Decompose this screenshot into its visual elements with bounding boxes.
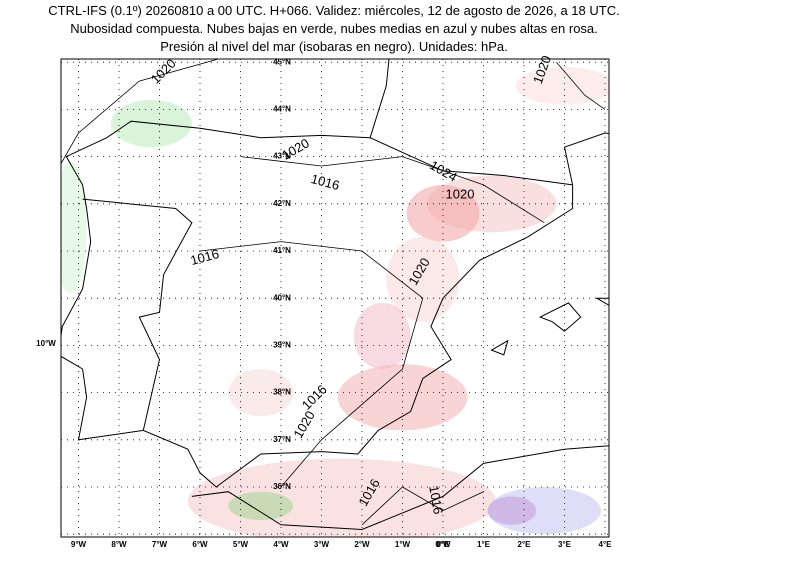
- island: [490, 339, 509, 356]
- border: [82, 198, 193, 431]
- coastline: [191, 445, 609, 531]
- map-content: [61, 59, 609, 537]
- isobar-label: 1016: [426, 484, 446, 515]
- cloud-area: [386, 236, 460, 322]
- border: [369, 137, 573, 186]
- lon-label: 4°E: [599, 540, 613, 549]
- lon-label: 2°E: [518, 540, 532, 549]
- cloud-area: [228, 369, 294, 417]
- island: [538, 302, 582, 332]
- map-frame: [60, 58, 610, 538]
- lon-label: 8°W: [111, 540, 127, 549]
- isobar: [61, 59, 220, 165]
- coastline: [61, 59, 609, 488]
- lat-label: 42°N: [273, 199, 291, 208]
- isobar-label: 1016: [189, 246, 221, 268]
- lon-label: 3°W: [314, 540, 330, 549]
- cloud-area: [487, 496, 537, 525]
- isobar-label: 1020: [446, 186, 475, 201]
- lon-label: 5°W: [233, 540, 249, 549]
- isobar: [361, 486, 484, 526]
- lat-label: 36°N: [273, 482, 291, 491]
- lat-label: 43°N: [273, 152, 291, 161]
- lon-label: 10°W: [36, 339, 56, 348]
- header-line: Presión al nivel del mar (isobaras en ne…: [160, 39, 508, 54]
- isobar-label: 1016: [299, 382, 330, 413]
- isobar: [240, 156, 545, 224]
- lat-label: 39°N: [273, 341, 291, 350]
- cloud-area: [337, 364, 468, 431]
- header-line: CTRL-IFS (0.1º) 20260810 a 00 UTC. H+066…: [48, 3, 619, 18]
- lon-label: 1°E: [477, 540, 491, 549]
- lat-label: 40°N: [273, 293, 291, 302]
- lat-label: 38°N: [273, 388, 291, 397]
- lat-label: 44°N: [273, 105, 291, 114]
- isobar-label: 1020: [290, 408, 317, 441]
- cloud-area: [353, 302, 411, 369]
- lon-label: 7°W: [152, 540, 168, 549]
- lon-label: 0°E: [437, 540, 451, 549]
- isobar: [199, 241, 424, 488]
- lat-label: 37°N: [273, 435, 291, 444]
- lon-label: 6°W: [192, 540, 208, 549]
- lon-label: 9°W: [71, 540, 87, 549]
- lon-label: 1°W: [395, 540, 411, 549]
- lon-label: 2°W: [354, 540, 370, 549]
- island: [595, 297, 609, 306]
- cloud-area: [228, 491, 294, 521]
- cloud-area: [406, 184, 480, 242]
- lat-label: 41°N: [273, 246, 291, 255]
- lat-label: 45°N: [273, 57, 291, 66]
- lon-label: 4°W: [273, 540, 289, 549]
- isobar: [556, 61, 606, 110]
- lon-label: 0°W: [435, 540, 451, 549]
- cloud-area: [515, 66, 609, 105]
- isobar-label: 1016: [309, 171, 341, 193]
- header-line: Nubosidad compuesta. Nubes bajas en verd…: [70, 21, 598, 36]
- lon-label: 3°E: [558, 540, 572, 549]
- cloud-area: [61, 161, 87, 294]
